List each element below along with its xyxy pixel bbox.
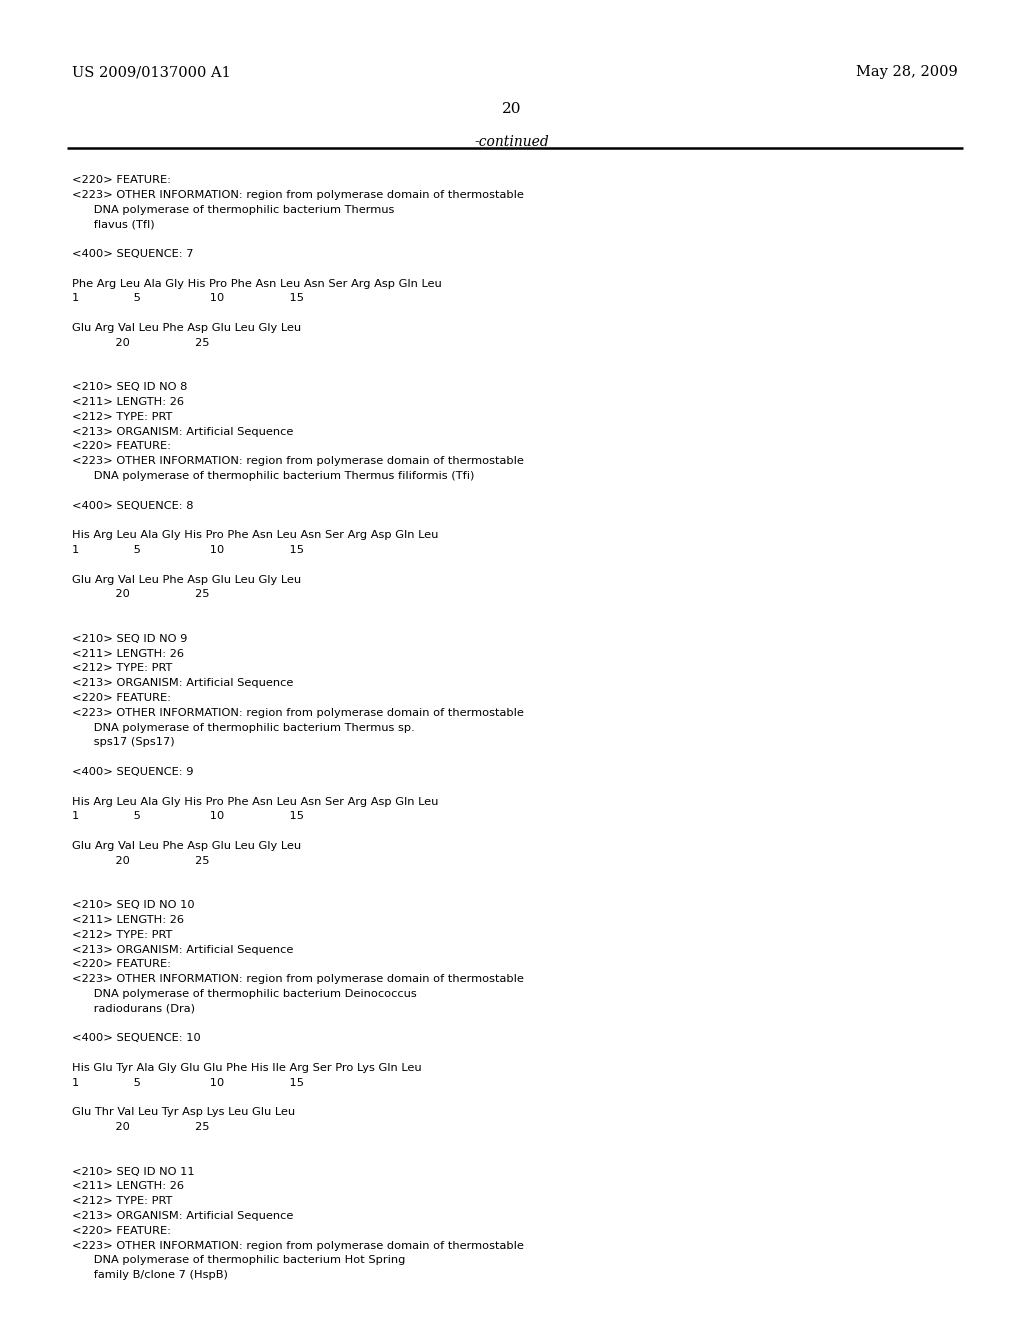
Text: 20: 20 <box>502 102 522 116</box>
Text: <212> TYPE: PRT: <212> TYPE: PRT <box>72 664 172 673</box>
Text: <220> FEATURE:: <220> FEATURE: <box>72 176 171 185</box>
Text: DNA polymerase of thermophilic bacterium Deinococcus: DNA polymerase of thermophilic bacterium… <box>72 989 417 999</box>
Text: <223> OTHER INFORMATION: region from polymerase domain of thermostable: <223> OTHER INFORMATION: region from pol… <box>72 974 524 985</box>
Text: <400> SEQUENCE: 9: <400> SEQUENCE: 9 <box>72 767 194 777</box>
Text: DNA polymerase of thermophilic bacterium Hot Spring: DNA polymerase of thermophilic bacterium… <box>72 1255 406 1266</box>
Text: <210> SEQ ID NO 8: <210> SEQ ID NO 8 <box>72 383 187 392</box>
Text: Glu Arg Val Leu Phe Asp Glu Leu Gly Leu: Glu Arg Val Leu Phe Asp Glu Leu Gly Leu <box>72 323 301 333</box>
Text: <223> OTHER INFORMATION: region from polymerase domain of thermostable: <223> OTHER INFORMATION: region from pol… <box>72 190 524 199</box>
Text: -continued: -continued <box>475 135 549 149</box>
Text: <212> TYPE: PRT: <212> TYPE: PRT <box>72 929 172 940</box>
Text: 20                  25: 20 25 <box>72 590 210 599</box>
Text: 20                  25: 20 25 <box>72 855 210 866</box>
Text: <400> SEQUENCE: 7: <400> SEQUENCE: 7 <box>72 249 194 259</box>
Text: 20                  25: 20 25 <box>72 1122 210 1133</box>
Text: Glu Arg Val Leu Phe Asp Glu Leu Gly Leu: Glu Arg Val Leu Phe Asp Glu Leu Gly Leu <box>72 574 301 585</box>
Text: Glu Thr Val Leu Tyr Asp Lys Leu Glu Leu: Glu Thr Val Leu Tyr Asp Lys Leu Glu Leu <box>72 1107 295 1118</box>
Text: DNA polymerase of thermophilic bacterium Thermus sp.: DNA polymerase of thermophilic bacterium… <box>72 722 415 733</box>
Text: <220> FEATURE:: <220> FEATURE: <box>72 441 171 451</box>
Text: <210> SEQ ID NO 10: <210> SEQ ID NO 10 <box>72 900 195 911</box>
Text: Glu Arg Val Leu Phe Asp Glu Leu Gly Leu: Glu Arg Val Leu Phe Asp Glu Leu Gly Leu <box>72 841 301 851</box>
Text: <400> SEQUENCE: 10: <400> SEQUENCE: 10 <box>72 1034 201 1043</box>
Text: <212> TYPE: PRT: <212> TYPE: PRT <box>72 1196 172 1206</box>
Text: 20                  25: 20 25 <box>72 338 210 347</box>
Text: <220> FEATURE:: <220> FEATURE: <box>72 693 171 704</box>
Text: <213> ORGANISM: Artificial Sequence: <213> ORGANISM: Artificial Sequence <box>72 426 293 437</box>
Text: <213> ORGANISM: Artificial Sequence: <213> ORGANISM: Artificial Sequence <box>72 945 293 954</box>
Text: <213> ORGANISM: Artificial Sequence: <213> ORGANISM: Artificial Sequence <box>72 678 293 688</box>
Text: 1               5                   10                  15: 1 5 10 15 <box>72 545 304 554</box>
Text: <223> OTHER INFORMATION: region from polymerase domain of thermostable: <223> OTHER INFORMATION: region from pol… <box>72 708 524 718</box>
Text: <213> ORGANISM: Artificial Sequence: <213> ORGANISM: Artificial Sequence <box>72 1210 293 1221</box>
Text: <400> SEQUENCE: 8: <400> SEQUENCE: 8 <box>72 500 194 511</box>
Text: DNA polymerase of thermophilic bacterium Thermus filiformis (Tfi): DNA polymerase of thermophilic bacterium… <box>72 471 474 480</box>
Text: family B/clone 7 (HspB): family B/clone 7 (HspB) <box>72 1270 228 1280</box>
Text: <211> LENGTH: 26: <211> LENGTH: 26 <box>72 648 184 659</box>
Text: <212> TYPE: PRT: <212> TYPE: PRT <box>72 412 172 422</box>
Text: radiodurans (Dra): radiodurans (Dra) <box>72 1003 195 1014</box>
Text: flavus (Tfl): flavus (Tfl) <box>72 219 155 230</box>
Text: <211> LENGTH: 26: <211> LENGTH: 26 <box>72 397 184 407</box>
Text: May 28, 2009: May 28, 2009 <box>856 65 958 79</box>
Text: US 2009/0137000 A1: US 2009/0137000 A1 <box>72 65 230 79</box>
Text: <211> LENGTH: 26: <211> LENGTH: 26 <box>72 915 184 925</box>
Text: 1               5                   10                  15: 1 5 10 15 <box>72 293 304 304</box>
Text: <210> SEQ ID NO 9: <210> SEQ ID NO 9 <box>72 634 187 644</box>
Text: His Arg Leu Ala Gly His Pro Phe Asn Leu Asn Ser Arg Asp Gln Leu: His Arg Leu Ala Gly His Pro Phe Asn Leu … <box>72 531 438 540</box>
Text: <210> SEQ ID NO 11: <210> SEQ ID NO 11 <box>72 1167 195 1176</box>
Text: <223> OTHER INFORMATION: region from polymerase domain of thermostable: <223> OTHER INFORMATION: region from pol… <box>72 457 524 466</box>
Text: His Arg Leu Ala Gly His Pro Phe Asn Leu Asn Ser Arg Asp Gln Leu: His Arg Leu Ala Gly His Pro Phe Asn Leu … <box>72 796 438 807</box>
Text: DNA polymerase of thermophilic bacterium Thermus: DNA polymerase of thermophilic bacterium… <box>72 205 394 215</box>
Text: 1               5                   10                  15: 1 5 10 15 <box>72 812 304 821</box>
Text: Phe Arg Leu Ala Gly His Pro Phe Asn Leu Asn Ser Arg Asp Gln Leu: Phe Arg Leu Ala Gly His Pro Phe Asn Leu … <box>72 279 441 289</box>
Text: <220> FEATURE:: <220> FEATURE: <box>72 960 171 969</box>
Text: sps17 (Sps17): sps17 (Sps17) <box>72 738 175 747</box>
Text: <211> LENGTH: 26: <211> LENGTH: 26 <box>72 1181 184 1192</box>
Text: <220> FEATURE:: <220> FEATURE: <box>72 1226 171 1236</box>
Text: <223> OTHER INFORMATION: region from polymerase domain of thermostable: <223> OTHER INFORMATION: region from pol… <box>72 1241 524 1250</box>
Text: 1               5                   10                  15: 1 5 10 15 <box>72 1078 304 1088</box>
Text: His Glu Tyr Ala Gly Glu Glu Phe His Ile Arg Ser Pro Lys Gln Leu: His Glu Tyr Ala Gly Glu Glu Phe His Ile … <box>72 1063 422 1073</box>
